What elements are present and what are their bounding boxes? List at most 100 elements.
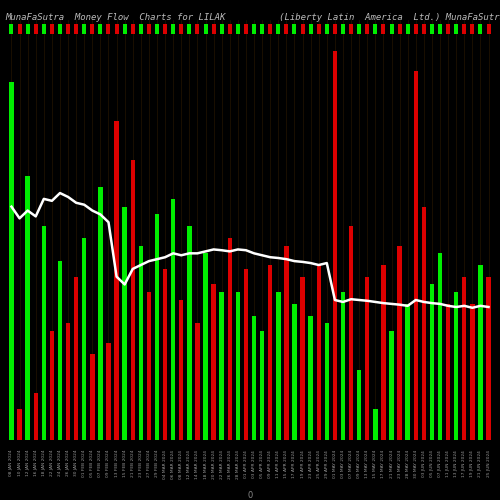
Bar (204, 24, 208, 34)
Bar (212, 284, 216, 440)
Bar (300, 24, 304, 34)
Bar (66, 24, 70, 34)
Bar (349, 226, 354, 440)
Bar (462, 276, 466, 440)
Bar (332, 51, 337, 440)
Bar (147, 24, 151, 34)
Bar (357, 370, 362, 440)
Bar (422, 24, 426, 34)
Bar (26, 24, 30, 34)
Bar (430, 24, 434, 34)
Bar (98, 24, 102, 34)
Bar (325, 24, 329, 34)
Bar (478, 265, 482, 440)
Bar (446, 304, 450, 440)
Bar (284, 246, 288, 440)
Bar (114, 121, 119, 440)
Bar (204, 254, 208, 440)
Bar (454, 292, 458, 440)
Bar (42, 226, 46, 440)
Bar (26, 176, 30, 440)
Bar (236, 292, 240, 440)
Bar (163, 24, 167, 34)
Bar (373, 409, 378, 440)
Text: MunaFaSutra  Money Flow  Charts for LILAK          (Liberty Latin  America  Ltd.: MunaFaSutra Money Flow Charts for LILAK … (5, 12, 500, 22)
Bar (195, 324, 200, 440)
Bar (260, 24, 264, 34)
Bar (365, 276, 370, 440)
Bar (406, 304, 410, 440)
Bar (398, 246, 402, 440)
Bar (106, 343, 110, 440)
Bar (365, 24, 369, 34)
Bar (188, 24, 192, 34)
Bar (228, 238, 232, 440)
Bar (130, 160, 135, 440)
Bar (292, 24, 296, 34)
Bar (276, 24, 280, 34)
Bar (462, 24, 466, 34)
Bar (316, 265, 321, 440)
Bar (422, 206, 426, 440)
Bar (236, 24, 240, 34)
Bar (333, 24, 337, 34)
Bar (171, 24, 175, 34)
Bar (74, 24, 78, 34)
Bar (220, 24, 224, 34)
Bar (187, 226, 192, 440)
Bar (196, 24, 200, 34)
Bar (10, 24, 14, 34)
Bar (146, 292, 151, 440)
Bar (406, 24, 409, 34)
Bar (122, 24, 126, 34)
Bar (244, 24, 248, 34)
Bar (292, 304, 296, 440)
Bar (470, 304, 474, 440)
Bar (122, 206, 127, 440)
Bar (316, 24, 320, 34)
Bar (486, 276, 491, 440)
Bar (486, 24, 490, 34)
Bar (308, 24, 312, 34)
Bar (398, 24, 402, 34)
Bar (357, 24, 361, 34)
Bar (98, 187, 102, 440)
Bar (180, 24, 184, 34)
Bar (50, 24, 54, 34)
Text: 0: 0 (248, 492, 252, 500)
Bar (90, 354, 94, 440)
Bar (390, 24, 394, 34)
Bar (430, 284, 434, 440)
Bar (220, 292, 224, 440)
Bar (349, 24, 353, 34)
Bar (18, 24, 21, 34)
Bar (82, 24, 86, 34)
Bar (66, 324, 70, 440)
Bar (106, 24, 110, 34)
Bar (438, 254, 442, 440)
Bar (454, 24, 458, 34)
Bar (341, 292, 345, 440)
Bar (244, 269, 248, 440)
Bar (155, 24, 159, 34)
Bar (252, 316, 256, 440)
Bar (9, 82, 14, 440)
Bar (260, 331, 264, 440)
Bar (179, 300, 184, 440)
Bar (58, 261, 62, 440)
Bar (114, 24, 118, 34)
Bar (268, 24, 272, 34)
Bar (139, 24, 143, 34)
Bar (155, 214, 159, 440)
Bar (414, 24, 418, 34)
Bar (171, 199, 175, 440)
Bar (284, 24, 288, 34)
Bar (470, 24, 474, 34)
Bar (438, 24, 442, 34)
Bar (300, 276, 305, 440)
Bar (74, 276, 78, 440)
Bar (82, 238, 86, 440)
Bar (34, 24, 38, 34)
Bar (374, 24, 378, 34)
Bar (42, 24, 46, 34)
